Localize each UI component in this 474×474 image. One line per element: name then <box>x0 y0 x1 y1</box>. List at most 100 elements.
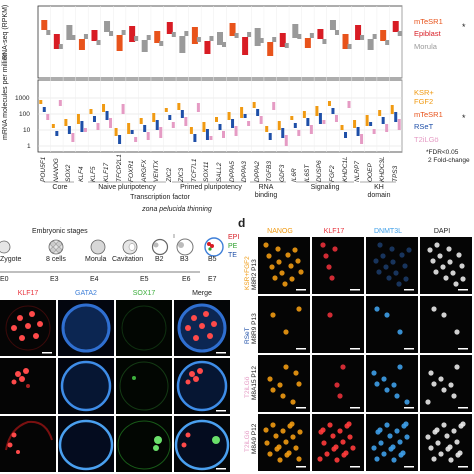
upper-morula-mark <box>222 42 226 47</box>
d-scalebar <box>458 348 468 350</box>
lower-box-mark <box>146 132 150 140</box>
lower-box-mark <box>102 104 106 112</box>
lower-box-mark <box>89 109 93 114</box>
lower-box-mark <box>80 121 84 132</box>
d-nucleus-mark <box>320 242 326 248</box>
d-nucleus-mark <box>334 382 340 388</box>
d-image-tile <box>258 296 310 353</box>
legend-morula: Morula <box>414 42 437 51</box>
lower-box-mark <box>390 105 394 114</box>
d-header-nanog: NANOG <box>267 228 293 235</box>
d-nucleus-mark <box>376 269 382 275</box>
d-scalebar <box>296 348 306 350</box>
lower-box-mark <box>240 107 244 118</box>
panel-d-letter: d <box>238 216 246 230</box>
legend-epiblast: Epiblast <box>414 29 441 38</box>
d-nucleus-mark <box>434 242 440 248</box>
legend-rset: RSeT <box>414 122 434 131</box>
gene-label: TGFB3 <box>266 161 274 182</box>
lower-box-mark <box>315 106 319 116</box>
upper-morula-mark <box>196 37 201 42</box>
d-scalebar <box>404 407 414 409</box>
d-nucleus-mark <box>431 381 437 387</box>
d-nucleus-mark <box>296 306 302 312</box>
stage-b2: B2 <box>155 256 164 263</box>
d-nucleus-mark <box>390 259 396 265</box>
stain-image-grid <box>0 300 230 472</box>
upper-morula-mark <box>71 35 76 40</box>
d-nucleus-mark <box>457 450 463 456</box>
lower-box-mark <box>290 116 294 120</box>
lower-box-mark <box>109 118 113 128</box>
d-scalebar <box>296 407 306 409</box>
d-image-tile <box>366 237 418 294</box>
d-row3-cond: T2iLGö <box>244 376 251 398</box>
d-nucleus-mark <box>390 444 396 450</box>
d-nucleus-mark <box>283 329 289 335</box>
d-nucleus-mark <box>380 253 386 259</box>
d-image-tile <box>312 414 364 471</box>
d-image-tile <box>366 296 418 353</box>
lower-box-mark <box>42 107 46 112</box>
upper-morula-mark <box>159 41 164 46</box>
d-nucleus-mark <box>337 428 343 434</box>
upper-box-mark <box>204 41 211 54</box>
d-nucleus-mark <box>329 275 335 281</box>
upper-box-mark <box>116 35 123 51</box>
upper-morula-mark <box>234 33 239 38</box>
gene-label: VENTX <box>153 160 161 182</box>
d-nucleus-mark <box>264 440 270 446</box>
d-nucleus-mark <box>320 427 326 433</box>
d-nucleus-mark <box>456 252 462 258</box>
lower-box-mark <box>243 114 247 118</box>
upper-box-mark <box>392 21 399 32</box>
lower-box-mark <box>155 120 159 130</box>
d-nucleus-mark <box>286 450 292 456</box>
upper-box-mark <box>141 40 148 52</box>
stage-morula: Morula <box>85 256 107 263</box>
d-nucleus-mark <box>270 387 276 393</box>
upper-morula-mark <box>284 43 289 48</box>
d-nucleus-mark <box>327 312 333 318</box>
upper-morula-mark <box>322 39 327 44</box>
lower-box-mark <box>184 117 188 126</box>
d-nucleus-mark <box>333 444 339 450</box>
d-scalebar <box>296 466 306 468</box>
d-nucleus-mark <box>374 381 380 387</box>
upper-morula-mark <box>46 30 51 35</box>
gene-label: KLF4 <box>77 166 85 182</box>
d-nucleus-mark <box>444 433 450 439</box>
upper-box-mark <box>304 38 311 48</box>
day-e5: E5 <box>140 276 149 283</box>
d-nucleus-mark <box>289 421 295 427</box>
day-e7: E7 <box>208 276 217 283</box>
lower-box-mark <box>39 100 43 104</box>
d-image-tile <box>258 355 310 412</box>
d-nucleus-mark <box>431 456 437 462</box>
lower-box-mark <box>164 108 168 112</box>
d-nucleus-mark <box>381 376 387 382</box>
d-nucleus-mark <box>397 364 403 370</box>
upper-morula-mark <box>83 34 88 39</box>
upper-box-mark <box>254 28 261 46</box>
d-scalebar <box>350 407 360 409</box>
d-nucleus-mark <box>283 364 289 370</box>
lower-box-mark <box>114 128 118 136</box>
lower-box-mark <box>318 113 322 124</box>
d-nucleus-mark <box>427 247 433 253</box>
lower-box-mark <box>327 101 331 106</box>
d-nucleus-mark <box>332 246 338 252</box>
lower-box-mark <box>67 126 71 134</box>
lower-box-mark <box>385 124 389 132</box>
upper-morula-mark <box>309 33 314 38</box>
upper-box-mark <box>166 22 173 34</box>
lower-box-mark <box>227 112 231 120</box>
upper-box-mark <box>342 34 349 49</box>
lower-box-mark <box>196 103 200 112</box>
d-nucleus-mark <box>270 312 276 318</box>
chart-marks <box>39 20 402 146</box>
lower-box-mark <box>118 135 122 144</box>
upper-morula-mark <box>146 35 151 40</box>
d-nucleus-mark <box>430 258 436 264</box>
gene-label: DUSP6 <box>316 160 324 182</box>
